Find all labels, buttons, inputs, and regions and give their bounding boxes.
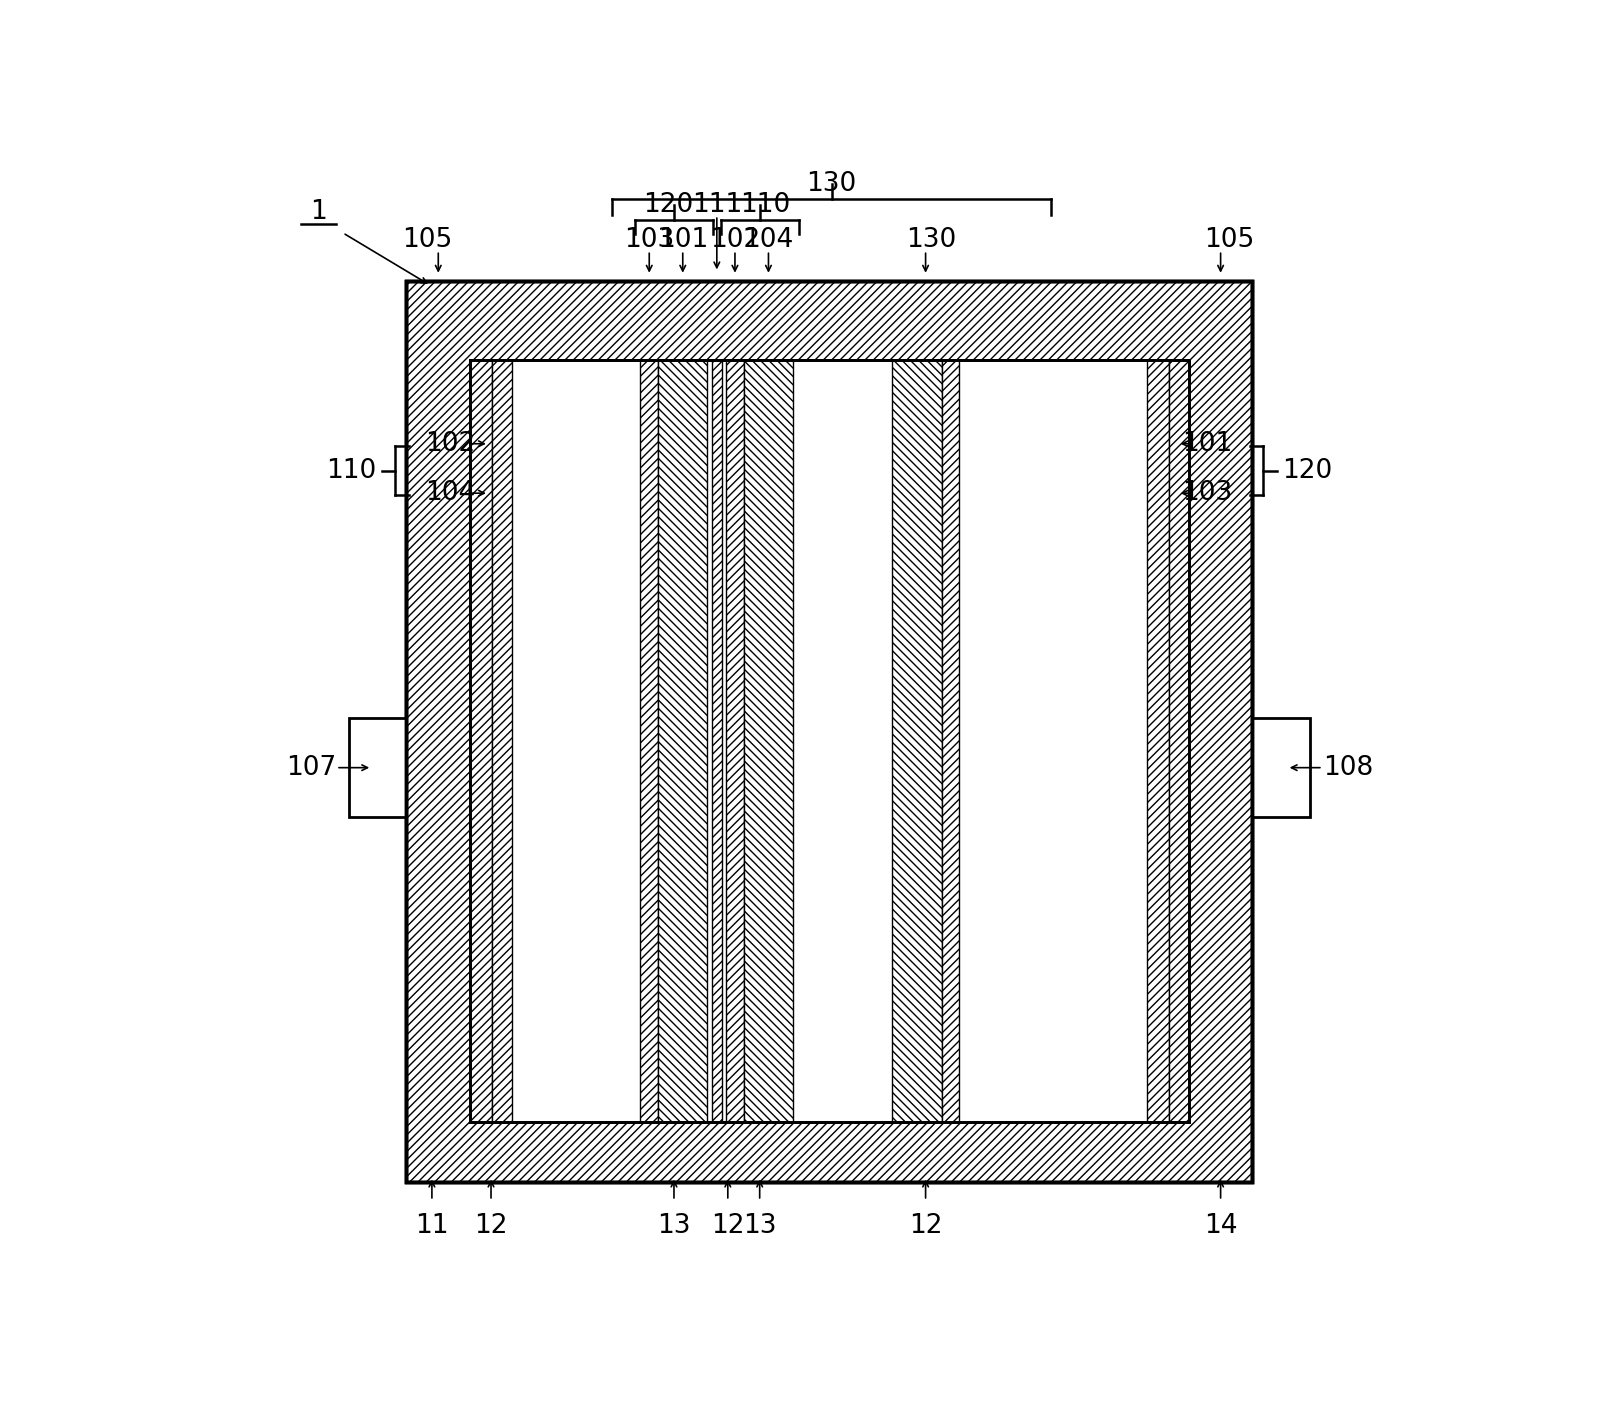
Text: 105: 105 bbox=[1204, 227, 1254, 254]
Text: 101: 101 bbox=[658, 227, 708, 254]
Bar bbox=[1253, 718, 1309, 818]
Text: 107: 107 bbox=[285, 755, 335, 781]
Bar bbox=[640, 360, 658, 1122]
Bar bbox=[471, 360, 1188, 1122]
Text: 103: 103 bbox=[1182, 479, 1233, 507]
Bar bbox=[471, 360, 1188, 1122]
Bar bbox=[725, 360, 743, 1122]
Text: 14: 14 bbox=[1204, 1213, 1238, 1239]
Text: 108: 108 bbox=[1323, 755, 1373, 781]
Text: 105: 105 bbox=[401, 227, 453, 254]
Bar bbox=[1169, 360, 1188, 1122]
Bar bbox=[471, 360, 492, 1122]
Text: 104: 104 bbox=[743, 227, 793, 254]
Text: 12: 12 bbox=[909, 1213, 943, 1239]
Bar bbox=[406, 281, 1253, 1182]
Text: 13: 13 bbox=[658, 1213, 690, 1239]
Text: 11: 11 bbox=[416, 1213, 448, 1239]
Text: 13: 13 bbox=[743, 1213, 777, 1239]
Bar bbox=[471, 360, 1188, 1122]
Text: 102: 102 bbox=[709, 227, 761, 254]
Text: 110: 110 bbox=[740, 193, 790, 218]
Bar bbox=[713, 360, 722, 1122]
Text: 102: 102 bbox=[426, 431, 476, 457]
Text: 130: 130 bbox=[906, 227, 956, 254]
Bar bbox=[492, 360, 513, 1122]
Text: 111: 111 bbox=[692, 193, 742, 218]
Bar bbox=[891, 360, 941, 1122]
Text: 12: 12 bbox=[474, 1213, 508, 1239]
Bar bbox=[1148, 360, 1169, 1122]
Text: 1: 1 bbox=[310, 198, 327, 225]
Text: 104: 104 bbox=[426, 479, 476, 507]
Bar bbox=[350, 718, 406, 818]
Bar bbox=[743, 360, 793, 1122]
Bar bbox=[406, 281, 1253, 1182]
Text: 103: 103 bbox=[624, 227, 674, 254]
Text: 110: 110 bbox=[326, 458, 377, 484]
Bar bbox=[941, 360, 959, 1122]
Text: 101: 101 bbox=[1182, 431, 1233, 457]
Bar bbox=[406, 281, 1253, 1182]
Text: 120: 120 bbox=[643, 193, 693, 218]
Text: 12: 12 bbox=[711, 1213, 745, 1239]
Text: 130: 130 bbox=[806, 171, 856, 197]
Text: 120: 120 bbox=[1282, 458, 1333, 484]
Bar bbox=[658, 360, 708, 1122]
